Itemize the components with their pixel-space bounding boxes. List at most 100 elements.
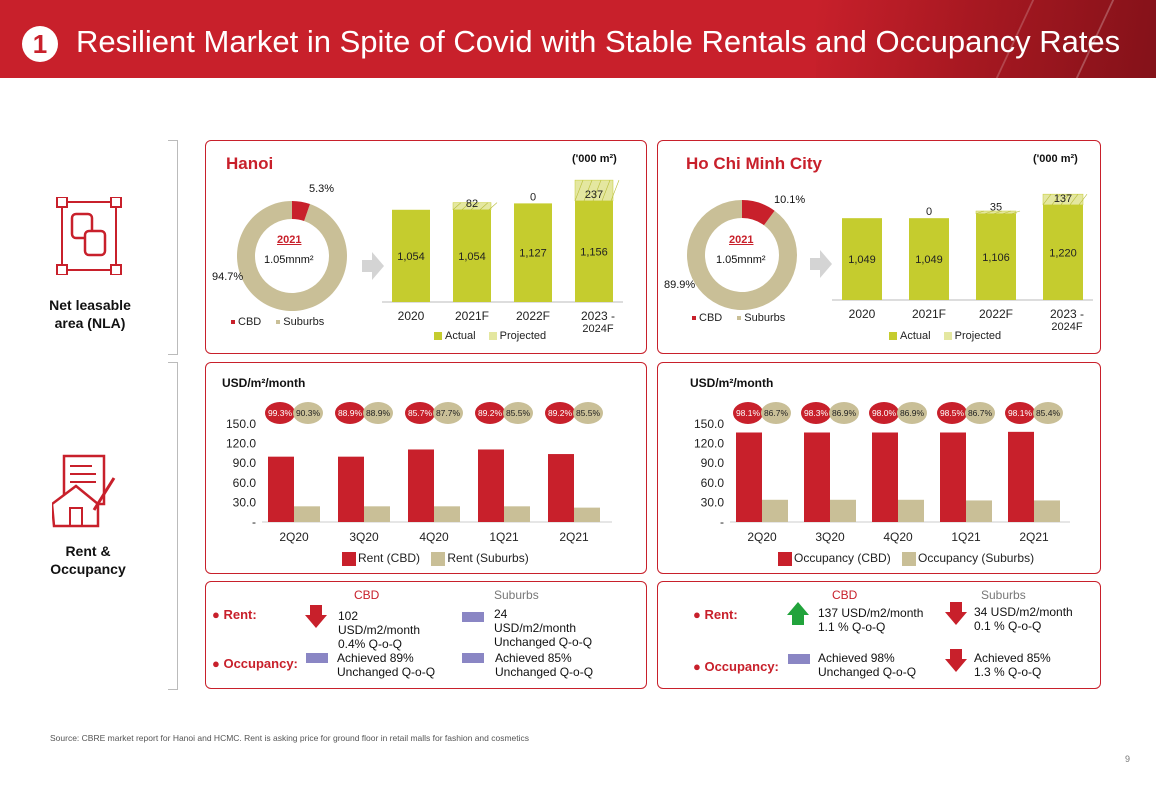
occupancy-bubble-cbd: [937, 402, 967, 424]
occupancy-bubble-cbd: [1005, 402, 1035, 424]
y-tick-label: 60.0: [233, 476, 257, 490]
bar-value-label: 1,156: [580, 246, 608, 258]
legend-swatch-rent-suburbs: [431, 551, 446, 566]
hcmc-occupancy-label: ● Occupancy:: [693, 659, 779, 674]
hcmc-title: Ho Chi Minh City: [686, 154, 822, 173]
section-number: 1: [22, 26, 58, 62]
value-text: Achieved 85%: [974, 651, 1051, 665]
hanoi-rent-chart: - 30.0 60.0 90.0 120.0 150.0 2Q20 99.3% 90.3% 3Q2…: [226, 402, 612, 544]
projected-hatch: [984, 210, 994, 215]
legend-label: Occupancy (Suburbs): [918, 551, 1035, 565]
legend-label: Actual: [900, 330, 931, 342]
legend-swatch-projected: [943, 332, 952, 341]
hcmc-donut-legend: CBD Suburbs: [692, 312, 785, 324]
hanoi-donut-total: 1.05mnm²: [264, 254, 314, 266]
legend-swatch-actual: [434, 332, 442, 341]
hanoi-donut-legend: CBD Suburbs: [231, 316, 324, 328]
occupancy-bubble-cbd: [869, 402, 899, 424]
occupancy-bubble-cbd: [475, 402, 505, 424]
bar-value-label: 1,054: [397, 251, 425, 263]
hanoi-rent-suburbs: 24 USD/m2/month Unchanged Q-o-Q: [494, 607, 592, 649]
y-tick-label: 30.0: [701, 495, 725, 509]
hcmc-occ-cbd: Achieved 98% Unchanged Q-o-Q: [818, 651, 916, 679]
legend-swatch-cbd: [231, 320, 235, 325]
bar-actual: [453, 209, 491, 302]
bar-value-label: 1,054: [458, 251, 486, 263]
flat-bar-icon: [462, 612, 484, 622]
x-tick-label: 2022F: [979, 307, 1013, 321]
y-tick-label: 150.0: [694, 417, 724, 431]
x-tick-label: 2024F: [1051, 321, 1082, 333]
legend-label: Suburbs: [283, 316, 325, 328]
occupancy-cbd-label: 89.2%: [548, 408, 573, 418]
bar-suburbs: [898, 499, 924, 522]
donut-slice-cbd: [292, 201, 310, 222]
bar-actual: [392, 209, 430, 302]
occupancy-bubble-suburbs: [293, 402, 323, 424]
value-text: 1.3 % Q-o-Q: [974, 665, 1042, 679]
projected-hatch: [975, 210, 985, 215]
x-tick-label: 1Q21: [489, 530, 519, 544]
y-tick-label: 90.0: [233, 456, 257, 470]
projected-hatch: [1078, 193, 1088, 206]
x-tick-label: 2Q21: [1019, 530, 1049, 544]
hanoi-rent-legend: Rent (CBD) Rent (Suburbs): [342, 551, 529, 566]
bar-top-label: 237: [585, 189, 603, 201]
bar-cbd: [478, 449, 504, 522]
bar-cbd: [408, 449, 434, 522]
value-text: 0.4% Q-o-Q: [338, 637, 403, 651]
value-text: Achieved 85%: [495, 651, 572, 665]
x-tick-label: 2022F: [516, 309, 550, 323]
x-tick-label: 2Q20: [747, 530, 777, 544]
bar-cbd: [548, 454, 574, 522]
occupancy-suburbs-label: 90.3%: [296, 408, 321, 418]
occupancy-suburbs-label: 86.9%: [832, 408, 857, 418]
bar-actual: [909, 218, 949, 300]
legend-label: Occupancy (CBD): [794, 551, 891, 565]
x-tick-label: 3Q20: [349, 530, 379, 544]
hanoi-nla-legend: Actual Projected: [434, 330, 546, 342]
occupancy-suburbs-label: 86.7%: [764, 408, 789, 418]
bar-cbd: [804, 432, 830, 522]
legend-label: Suburbs: [744, 312, 786, 324]
bar-value-label: 1,049: [848, 254, 876, 266]
bar-value-label: 1,106: [982, 252, 1010, 264]
bar-top-label: 0: [530, 191, 536, 203]
occupancy-bubble-suburbs: [503, 402, 533, 424]
bar-top-label: 35: [990, 202, 1002, 214]
occupancy-bubble-suburbs: [433, 402, 463, 424]
occupancy-bubble-cbd: [335, 402, 365, 424]
donut-slice-cbd: [742, 200, 775, 226]
hcmc-donut-total: 1.05mnm²: [716, 254, 766, 266]
bar-suburbs: [762, 499, 788, 522]
hcmc-nla-bar-chart: 1,049 2020 1,049 0 2021F 1,106 35 2022F 1,220 137…: [832, 193, 1093, 333]
bar-value-label: 1,220: [1049, 247, 1077, 259]
hanoi-donut-cbd-pct: 5.3%: [309, 183, 335, 195]
occupancy-cbd-label: 98.1%: [1008, 408, 1033, 418]
hanoi-nla-unit: ('000 m²): [572, 153, 617, 165]
page-number: 9: [1124, 754, 1130, 764]
hanoi-summary-suburbs-header: Suburbs: [494, 588, 539, 602]
occupancy-bubble-suburbs: [1033, 402, 1063, 424]
value-text: Achieved 89%: [337, 651, 414, 665]
hcmc-nla-unit: ('000 m²): [1033, 153, 1078, 165]
occupancy-bubble-cbd: [545, 402, 575, 424]
bar-cbd: [268, 456, 294, 522]
value-text: 137 USD/m2/month: [818, 606, 924, 620]
bar-value-label: 1,127: [519, 248, 547, 260]
hanoi-rent-unit: USD/m²/month: [222, 376, 306, 390]
hanoi-title: Hanoi: [226, 154, 274, 173]
arrow-down-icon: [305, 605, 327, 628]
occupancy-bubble-suburbs: [897, 402, 927, 424]
x-tick-label: 2Q20: [279, 530, 309, 544]
occupancy-cbd-label: 89.2%: [478, 408, 503, 418]
hanoi-donut-chart: [236, 201, 347, 311]
value-text: 0.1 % Q-o-Q: [974, 619, 1042, 633]
projected-hatch: [583, 180, 593, 201]
hcmc-nla-charts: 1,049 2020 1,049 0 2021F 1,106 35 2022F 1,220 137…: [687, 193, 1093, 333]
hanoi-donut-sub-pct: 94.7%: [212, 271, 244, 283]
hcmc-donut-cbd-pct: 10.1%: [774, 194, 806, 206]
hcmc-donut-year: 2021: [729, 234, 754, 246]
hcmc-summary-panel: [657, 581, 1101, 689]
